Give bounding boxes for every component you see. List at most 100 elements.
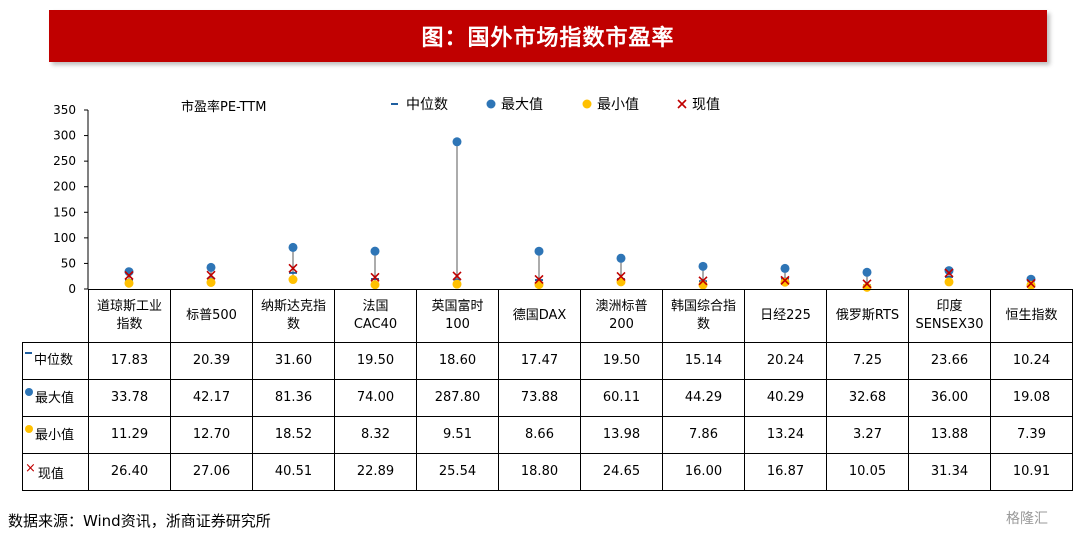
data-label: 31.34 (908, 453, 991, 491)
min-point (124, 278, 134, 288)
median-mark (371, 278, 379, 281)
watermark: 格隆汇 (1006, 511, 1048, 527)
data-label: 10.91 (990, 453, 1073, 491)
max-point (534, 246, 544, 256)
y-axis: 0 50 100 150 200 250 300 350 (53, 103, 89, 296)
row-marker-icon (25, 352, 32, 354)
data-label: 9.51 (416, 416, 499, 454)
data-label: 19.50 (580, 342, 663, 380)
y-tick-label: 300 (53, 129, 76, 143)
chart-title: 图：国外市场指数市盈率 (421, 26, 675, 51)
current-mark (698, 276, 708, 286)
x-tick-label: 德国DAX (498, 289, 581, 343)
data-label: 7.39 (990, 416, 1073, 454)
legend-marker (391, 103, 398, 105)
current-mark (452, 271, 462, 281)
data-label: 36.00 (908, 379, 991, 417)
data-label: 287.80 (416, 379, 499, 417)
current-mark (534, 274, 544, 284)
min-point (780, 277, 790, 287)
current-mark (780, 275, 790, 285)
data-label: 74.00 (334, 379, 417, 417)
current-mark (862, 279, 872, 289)
data-label: 19.50 (334, 342, 417, 380)
median-mark (945, 275, 953, 278)
max-point (288, 242, 298, 252)
legend-marker (486, 99, 496, 109)
min-point (944, 277, 954, 287)
median-mark (289, 271, 297, 274)
legend-label: 现值 (692, 97, 720, 113)
min-point (206, 278, 216, 288)
data-label: 20.39 (170, 342, 253, 380)
data-label: 16.00 (662, 453, 745, 491)
data-label: 22.89 (334, 453, 417, 491)
max-point (944, 266, 954, 276)
row-label: 中位数 (22, 342, 89, 380)
data-label: 15.14 (662, 342, 745, 380)
data-label: 19.08 (990, 379, 1073, 417)
title-banner: 图：国外市场指数市盈率 (49, 10, 1047, 62)
data-label: 27.06 (170, 453, 253, 491)
row-marker-icon (25, 425, 33, 433)
x-tick-label: 恒生指数 (990, 289, 1073, 343)
table-corner (22, 289, 89, 343)
x-tick-label: 道琼斯工业 指数 (88, 289, 171, 343)
max-point (698, 261, 708, 271)
data-label: 20.24 (744, 342, 827, 380)
legend-marker (582, 99, 592, 109)
x-tick-label: 印度 SENSEX30 (908, 289, 991, 343)
data-label: 8.66 (498, 416, 581, 454)
y-tick-label: 200 (53, 180, 76, 194)
row-marker-icon: × (25, 461, 36, 476)
y-tick-label: 100 (53, 231, 76, 245)
legend-marker (677, 99, 687, 109)
min-point (370, 280, 380, 290)
y-axis-title: 市盈率PE-TTM (181, 99, 266, 115)
max-point (452, 137, 462, 147)
x-tick-label: 俄罗斯RTS (826, 289, 909, 343)
data-label: 44.29 (662, 379, 745, 417)
y-tick-label: 50 (61, 256, 76, 270)
data-label: 18.80 (498, 453, 581, 491)
x-tick-label: 标普500 (170, 289, 253, 343)
source-note: 数据来源：Wind资讯，浙商证券研究所 (8, 512, 271, 530)
current-mark (616, 271, 626, 281)
row-label: 最大值 (22, 379, 89, 417)
current-mark (288, 263, 298, 273)
data-label: 18.60 (416, 342, 499, 380)
min-point (452, 279, 462, 289)
data-label: 16.87 (744, 453, 827, 491)
current-mark (124, 270, 134, 281)
chart-plot: 0 50 100 150 200 250 300 350 市盈率PE-TTM 中位数 最大值 最小… (53, 97, 1036, 296)
data-label: 32.68 (826, 379, 909, 417)
data-label: 24.65 (580, 453, 663, 491)
x-tick-label: 纳斯达克指数 (252, 289, 335, 343)
data-label: 10.24 (990, 342, 1073, 380)
data-label: 42.17 (170, 379, 253, 417)
x-tick-label: 英国富时 100 (416, 289, 499, 343)
min-point (1026, 280, 1036, 290)
table-row: × 现值 26.40 27.06 40.51 22.89 25.54 18.80 24.65 16… (22, 453, 1073, 491)
row-label-text: 中位数 (34, 353, 74, 368)
data-label: 40.29 (744, 379, 827, 417)
row-label: × 现值 (22, 453, 89, 491)
data-label: 81.36 (252, 379, 335, 417)
x-tick-label: 法国 CAC40 (334, 289, 417, 343)
max-point (780, 263, 790, 273)
legend-label: 最大值 (501, 97, 543, 113)
data-label: 3.27 (826, 416, 909, 454)
data-label: 40.51 (252, 453, 335, 491)
median-mark (453, 278, 461, 281)
data-label: 25.54 (416, 453, 499, 491)
y-tick-label: 0 (68, 282, 76, 296)
data-label: 73.88 (498, 379, 581, 417)
max-point (862, 267, 872, 277)
legend-label: 最小值 (597, 97, 639, 113)
data-label: 23.66 (908, 342, 991, 380)
min-point (288, 275, 298, 285)
legend: 中位数 最大值 最小值 现值 (391, 97, 720, 113)
data-label: 8.32 (334, 416, 417, 454)
row-label-text: 最小值 (35, 428, 75, 443)
data-label: 11.29 (88, 416, 171, 454)
